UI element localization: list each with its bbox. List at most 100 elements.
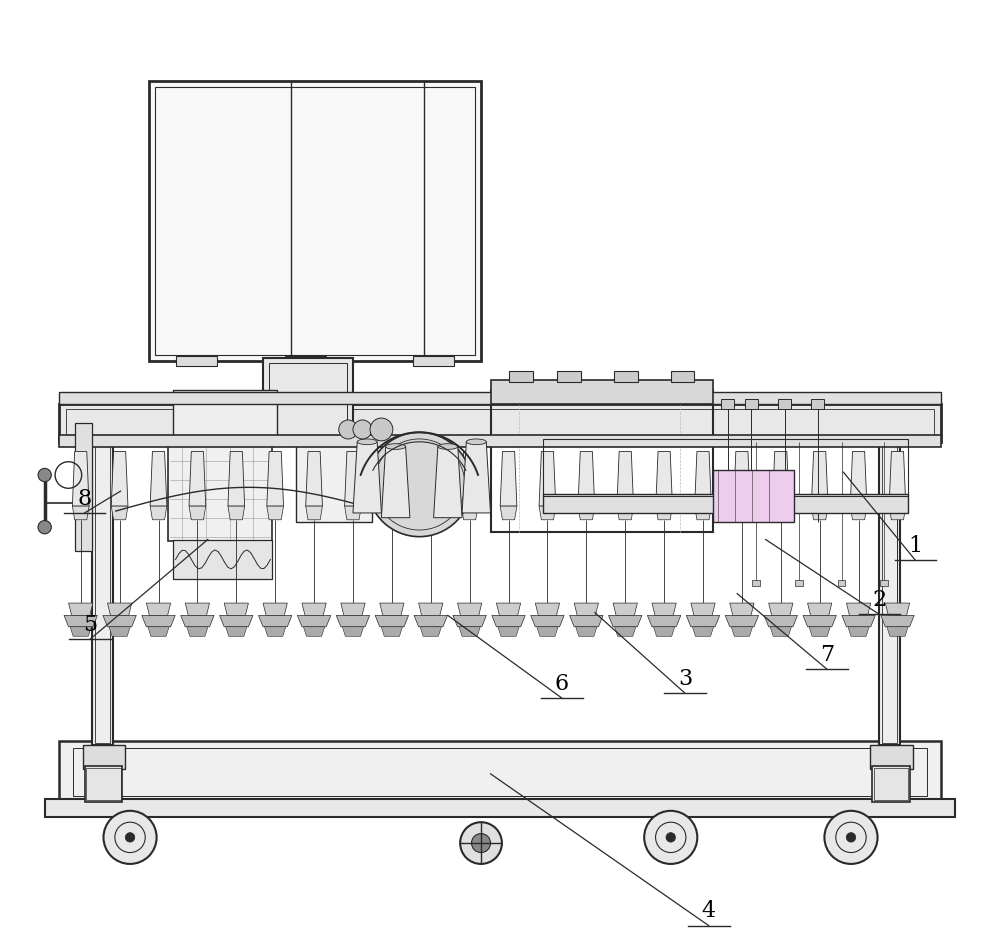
Polygon shape [570,616,603,627]
Circle shape [367,432,472,537]
Polygon shape [111,451,128,506]
Text: 5: 5 [83,614,97,636]
Polygon shape [302,603,326,616]
Polygon shape [803,616,836,627]
Polygon shape [653,627,675,636]
Text: 4: 4 [702,901,716,922]
Polygon shape [258,616,292,627]
Polygon shape [539,451,556,506]
Text: 1: 1 [908,535,923,557]
Polygon shape [64,616,97,627]
Polygon shape [72,451,89,506]
Polygon shape [887,627,908,636]
Polygon shape [808,603,832,616]
Polygon shape [297,616,331,627]
Bar [795,580,803,586]
Polygon shape [734,506,750,520]
Bar [882,445,897,743]
Circle shape [824,810,878,864]
Bar [75,423,92,551]
Polygon shape [695,451,711,506]
Polygon shape [846,603,871,616]
Circle shape [103,810,157,864]
Polygon shape [107,603,132,616]
Bar [86,769,121,800]
Polygon shape [885,603,910,616]
Polygon shape [228,506,245,520]
Circle shape [125,832,135,842]
Polygon shape [148,627,169,636]
Polygon shape [881,616,914,627]
Polygon shape [498,627,519,636]
Bar [59,435,941,446]
Polygon shape [306,451,322,506]
Bar [557,370,581,382]
Polygon shape [656,451,672,506]
Polygon shape [303,627,325,636]
Polygon shape [228,451,245,506]
Polygon shape [692,627,714,636]
Polygon shape [142,616,175,627]
Polygon shape [422,451,439,506]
Polygon shape [345,451,361,506]
Bar [752,580,760,586]
Polygon shape [189,506,206,520]
Bar [811,399,824,408]
Polygon shape [220,616,253,627]
Polygon shape [889,451,906,506]
Polygon shape [574,603,598,616]
Ellipse shape [386,444,406,449]
Bar [95,445,110,743]
Bar [59,392,941,404]
Polygon shape [731,627,753,636]
Bar [491,390,713,532]
Bar [59,741,941,802]
Polygon shape [422,506,439,520]
Bar [491,380,713,404]
Polygon shape [420,627,441,636]
Text: 8: 8 [77,487,92,510]
Bar [263,358,353,442]
Circle shape [353,420,372,439]
Bar [59,404,941,442]
Bar [778,399,791,408]
Bar [543,439,908,496]
Polygon shape [652,603,676,616]
Polygon shape [336,616,370,627]
Polygon shape [150,451,167,506]
Ellipse shape [466,439,486,445]
Polygon shape [539,506,556,520]
Polygon shape [187,627,208,636]
Bar [838,580,845,586]
Polygon shape [613,603,637,616]
Bar [168,437,272,541]
Polygon shape [185,603,210,616]
Polygon shape [842,616,875,627]
Bar [45,800,955,816]
Polygon shape [848,627,869,636]
Polygon shape [265,627,286,636]
Polygon shape [617,451,634,506]
Bar [73,749,927,796]
Circle shape [38,521,51,534]
Polygon shape [224,603,248,616]
Bar [83,746,125,770]
Polygon shape [609,616,642,627]
Polygon shape [496,603,521,616]
Polygon shape [414,616,447,627]
Polygon shape [772,506,789,520]
Polygon shape [850,451,867,506]
Bar [173,540,272,580]
Bar [721,399,734,408]
Bar [155,87,475,355]
Bar [713,470,794,522]
Polygon shape [375,616,409,627]
Polygon shape [500,506,517,520]
Polygon shape [889,506,906,520]
Circle shape [644,810,697,864]
Polygon shape [461,451,478,506]
Polygon shape [111,506,128,520]
Polygon shape [306,506,322,520]
Polygon shape [381,627,402,636]
Bar [173,390,277,439]
